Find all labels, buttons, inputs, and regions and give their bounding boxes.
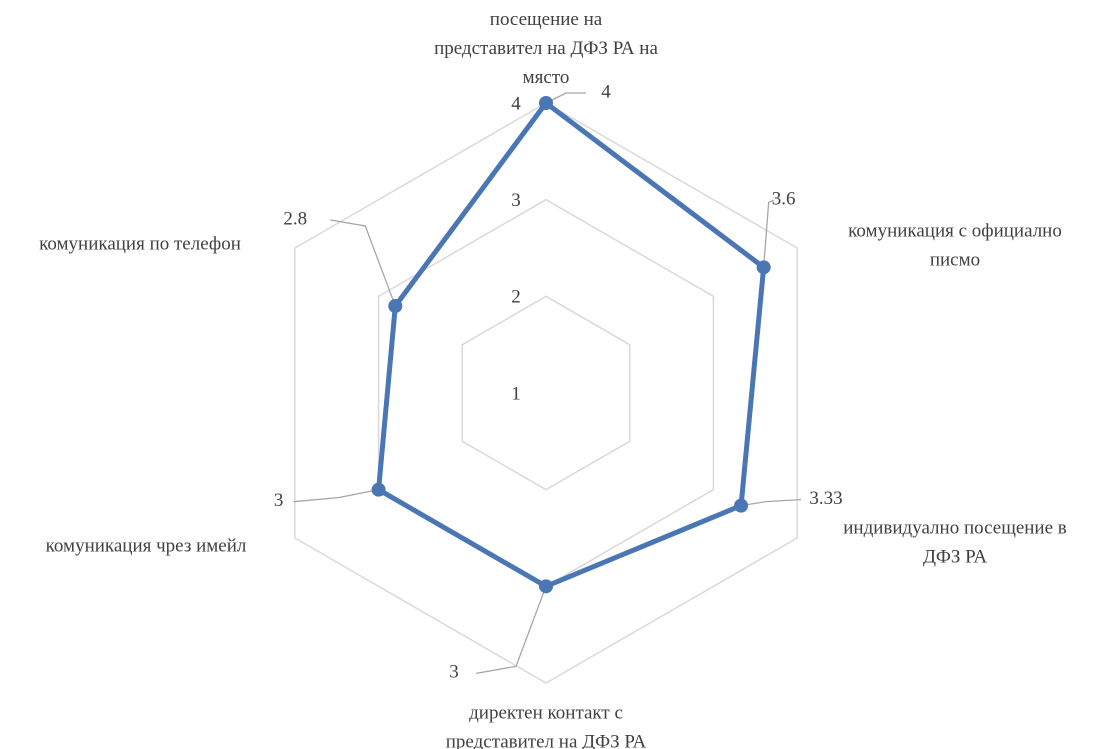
marker xyxy=(388,299,403,313)
data-label: 2.8 xyxy=(283,208,307,229)
series-line xyxy=(376,100,767,589)
leader-line xyxy=(330,219,396,307)
data-label: 3.6 xyxy=(772,189,796,210)
marker xyxy=(371,482,386,497)
marker xyxy=(539,579,553,594)
grid-ring xyxy=(294,102,798,684)
tick-label: 2 xyxy=(511,287,521,308)
leader-line xyxy=(293,489,379,503)
leader-line xyxy=(475,586,547,674)
leader-line xyxy=(740,498,802,507)
tick-label: 3 xyxy=(511,190,521,211)
data-label: 3 xyxy=(274,490,284,511)
data-label: 4 xyxy=(601,81,611,102)
category-label: индивидуално посещение в ДФЗ РА xyxy=(843,518,1067,568)
marker xyxy=(756,260,771,275)
data-label: 3 xyxy=(449,662,459,683)
category-label: посещение на представител на ДФЗ РА на мяс… xyxy=(434,9,658,88)
leader-line xyxy=(763,199,774,268)
leader-line xyxy=(545,92,586,104)
category-label: комуникация с официално писмо xyxy=(848,221,1062,271)
category-label: комуникация чрез имейл xyxy=(46,535,247,556)
data-label: 3.33 xyxy=(809,488,842,509)
category-label: директен контакт с представител на ДФЗ РА xyxy=(446,703,647,749)
tick-label: 1 xyxy=(511,383,521,404)
grid-ring xyxy=(461,295,631,491)
marker xyxy=(734,498,749,513)
category-label: комуникация по телефон xyxy=(39,233,241,254)
marker xyxy=(539,96,553,110)
tick-label: 4 xyxy=(511,93,521,114)
